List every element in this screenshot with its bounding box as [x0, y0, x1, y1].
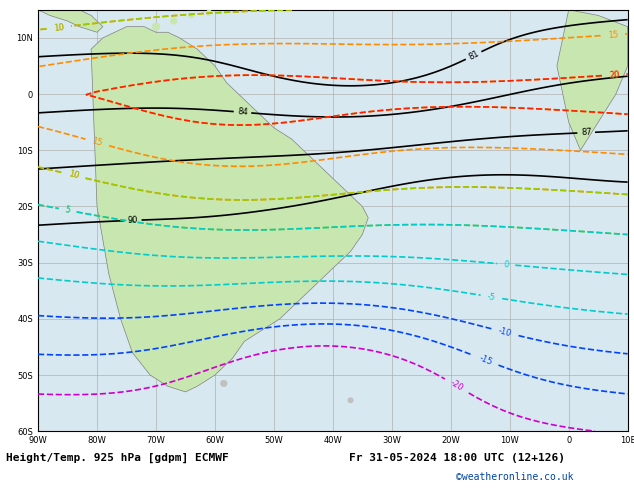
Text: ©weatheronline.co.uk: ©weatheronline.co.uk — [456, 472, 574, 482]
Text: 20: 20 — [609, 70, 619, 80]
Text: Fr 31-05-2024 18:00 UTC (12+126): Fr 31-05-2024 18:00 UTC (12+126) — [349, 453, 565, 463]
Text: 20: 20 — [609, 70, 619, 80]
Polygon shape — [38, 10, 103, 32]
Text: 84: 84 — [237, 107, 248, 117]
Text: 5: 5 — [64, 205, 71, 215]
Text: 10: 10 — [53, 23, 65, 32]
Text: 5: 5 — [64, 205, 71, 215]
Text: 10: 10 — [67, 170, 80, 181]
Text: 10: 10 — [67, 170, 80, 181]
Circle shape — [207, 10, 211, 15]
Circle shape — [152, 24, 160, 30]
Polygon shape — [91, 26, 368, 392]
Text: -20: -20 — [449, 379, 465, 393]
Text: 90: 90 — [127, 216, 138, 225]
Text: 15: 15 — [91, 137, 103, 148]
Text: 87: 87 — [581, 128, 592, 137]
Circle shape — [348, 398, 353, 403]
Text: 15: 15 — [607, 30, 618, 40]
Circle shape — [134, 28, 143, 37]
Circle shape — [189, 13, 194, 18]
Text: -10: -10 — [497, 326, 513, 338]
Text: -5: -5 — [486, 292, 496, 302]
Circle shape — [171, 18, 177, 24]
Text: -15: -15 — [477, 353, 493, 367]
Polygon shape — [557, 10, 628, 150]
Text: 81: 81 — [467, 49, 481, 62]
Circle shape — [221, 381, 227, 386]
Text: 0: 0 — [503, 260, 509, 269]
Text: 10: 10 — [53, 23, 65, 32]
Text: Height/Temp. 925 hPa [gdpm] ECMWF: Height/Temp. 925 hPa [gdpm] ECMWF — [6, 453, 229, 463]
